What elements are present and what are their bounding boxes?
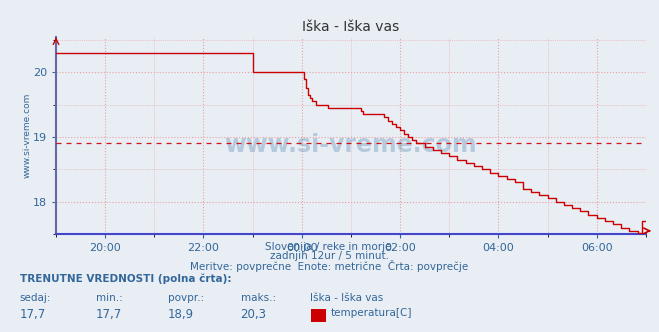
Text: 17,7: 17,7 <box>96 308 122 321</box>
Text: Slovenija / reke in morje.: Slovenija / reke in morje. <box>264 242 395 252</box>
Y-axis label: www.si-vreme.com: www.si-vreme.com <box>22 93 32 178</box>
Text: 20,3: 20,3 <box>241 308 266 321</box>
Text: temperatura[C]: temperatura[C] <box>331 308 413 318</box>
Text: zadnjih 12ur / 5 minut.: zadnjih 12ur / 5 minut. <box>270 251 389 261</box>
Text: 18,9: 18,9 <box>168 308 194 321</box>
Text: povpr.:: povpr.: <box>168 293 204 303</box>
Text: Meritve: povprečne  Enote: metrične  Črta: povprečje: Meritve: povprečne Enote: metrične Črta:… <box>190 260 469 272</box>
Text: sedaj:: sedaj: <box>20 293 51 303</box>
Text: maks.:: maks.: <box>241 293 275 303</box>
Text: Iška - Iška vas: Iška - Iška vas <box>310 293 383 303</box>
Title: Iška - Iška vas: Iška - Iška vas <box>302 20 399 34</box>
Text: min.:: min.: <box>96 293 123 303</box>
Text: TRENUTNE VREDNOSTI (polna črta):: TRENUTNE VREDNOSTI (polna črta): <box>20 274 231 285</box>
Text: www.si-vreme.com: www.si-vreme.com <box>225 133 477 157</box>
Text: 17,7: 17,7 <box>20 308 46 321</box>
